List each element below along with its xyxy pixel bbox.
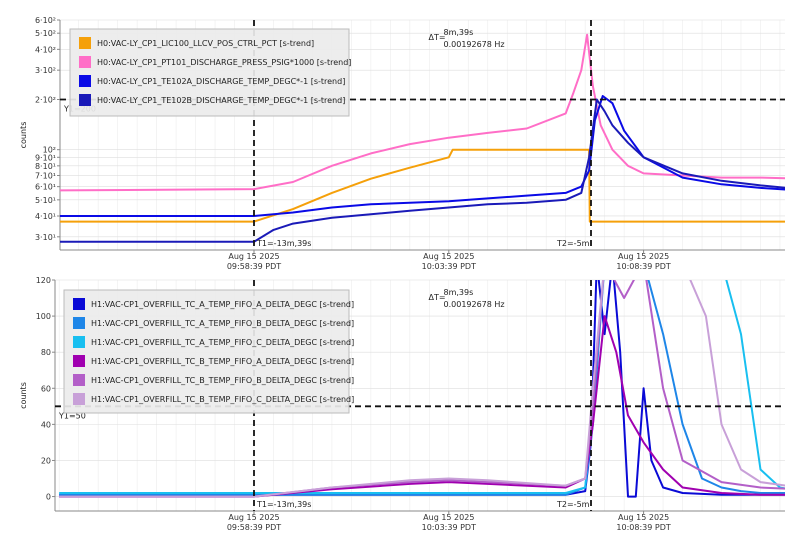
series-group bbox=[59, 262, 804, 498]
legend-swatch bbox=[73, 317, 85, 329]
y-tick-label: 6·10² bbox=[35, 16, 56, 25]
series-line-6[interactable] bbox=[59, 262, 804, 498]
legend-swatch bbox=[73, 298, 85, 310]
x-tick-label-time: 09:58:39 PDT bbox=[227, 523, 281, 532]
legend-box bbox=[63, 289, 350, 414]
x-tick-label-date: Aug 15 2025 bbox=[228, 252, 279, 261]
series-line-4[interactable] bbox=[59, 315, 804, 498]
y-tick-label: 4·10¹ bbox=[35, 212, 56, 221]
y-tick-label: 10² bbox=[43, 146, 56, 155]
x-tick-label-time: 09:58:39 PDT bbox=[227, 262, 281, 271]
legend-label: H0:VAC-LY_CP1_PT101_DISCHARGE_PRESS_PSIG… bbox=[97, 58, 351, 67]
series-group bbox=[59, 33, 804, 243]
y-tick-label: 3·10¹ bbox=[35, 233, 56, 242]
legend-item[interactable]: H0:VAC-LY_CP1_TE102B_DISCHARGE_TEMP_DEGC… bbox=[79, 94, 345, 106]
legend-box bbox=[69, 28, 350, 117]
x-tick-label-time: 10:08:39 PDT bbox=[616, 523, 670, 532]
y-tick-label: 100 bbox=[36, 312, 51, 321]
y-tick-label: 6·10¹ bbox=[35, 183, 56, 192]
delta-t-prefix: ΔT= bbox=[429, 293, 446, 302]
legend-label: H1:VAC-CP1_OVERFILL_TC_A_TEMP_FIFO_B_DEL… bbox=[91, 319, 354, 328]
legend-item[interactable]: H1:VAC-CP1_OVERFILL_TC_B_TEMP_FIFO_B_DEL… bbox=[73, 374, 354, 386]
delta-t-frequency: 0.00192678 Hz bbox=[444, 300, 505, 309]
delta-t-value: 8m,39s bbox=[444, 288, 474, 297]
legend-swatch bbox=[73, 393, 85, 405]
legend-swatch bbox=[79, 75, 91, 87]
x-tick-label-time: 10:08:39 PDT bbox=[616, 262, 670, 271]
legend-item[interactable]: H1:VAC-CP1_OVERFILL_TC_A_TEMP_FIFO_B_DEL… bbox=[73, 317, 354, 329]
y-tick-label: 3·10² bbox=[35, 66, 56, 75]
legend-item[interactable]: H1:VAC-CP1_OVERFILL_TC_A_TEMP_FIFO_C_DEL… bbox=[73, 336, 354, 348]
legend-item[interactable]: H1:VAC-CP1_OVERFILL_TC_B_TEMP_FIFO_C_DEL… bbox=[73, 393, 354, 405]
y-tick-label: 60 bbox=[41, 384, 51, 393]
legend-swatch bbox=[73, 374, 85, 386]
y-axis-label: counts bbox=[19, 382, 28, 409]
series-line-2[interactable] bbox=[59, 262, 804, 496]
x-tick-label-date: Aug 15 2025 bbox=[228, 513, 279, 522]
legend-item[interactable]: H1:VAC-CP1_OVERFILL_TC_B_TEMP_FIFO_A_DEL… bbox=[73, 355, 354, 367]
series-line-3[interactable] bbox=[59, 262, 804, 494]
t1-cursor-label: T1=-13m,39s bbox=[256, 500, 311, 509]
y-tick-label: 40 bbox=[41, 420, 51, 429]
t2-cursor-label: T2=-5m bbox=[556, 500, 590, 509]
delta-t-value: 8m,39s bbox=[444, 28, 474, 37]
y-tick-label: 20 bbox=[41, 456, 51, 465]
legend-item[interactable]: H0:VAC-LY_CP1_TE102A_DISCHARGE_TEMP_DEGC… bbox=[79, 75, 345, 87]
legend-swatch bbox=[73, 355, 85, 367]
legend[interactable]: H0:VAC-LY_CP1_LIC100_LLCV_POS_CTRL_PCT [… bbox=[69, 28, 351, 117]
legend-item[interactable]: H1:VAC-CP1_OVERFILL_TC_A_TEMP_FIFO_A_DEL… bbox=[73, 298, 354, 310]
y-tick-label: 9·10¹ bbox=[35, 153, 56, 162]
y-tick-label: 5·10¹ bbox=[35, 196, 56, 205]
y-tick-label: 120 bbox=[36, 276, 51, 285]
legend-label: H0:VAC-LY_CP1_TE102B_DISCHARGE_TEMP_DEGC… bbox=[97, 96, 345, 105]
legend-label: H1:VAC-CP1_OVERFILL_TC_B_TEMP_FIFO_B_DEL… bbox=[91, 376, 354, 385]
x-tick-label-date: Aug 15 2025 bbox=[618, 513, 669, 522]
legend-swatch bbox=[79, 94, 91, 106]
x-tick-label-date: Aug 15 2025 bbox=[618, 252, 669, 261]
t2-cursor-label: T2=-5m bbox=[556, 239, 590, 248]
y-tick-label: 80 bbox=[41, 348, 51, 357]
y-tick-label: 4·10² bbox=[35, 45, 56, 54]
x-tick-label-date: Aug 15 2025 bbox=[423, 513, 474, 522]
y-tick-label: 5·10² bbox=[35, 29, 56, 38]
y-axis-label: counts bbox=[19, 122, 28, 149]
legend-label: H0:VAC-LY_CP1_LIC100_LLCV_POS_CTRL_PCT [… bbox=[97, 39, 314, 48]
legend-swatch bbox=[79, 56, 91, 68]
x-tick-label-time: 10:03:39 PDT bbox=[422, 262, 476, 271]
y1-cursor-label: Y1=50 bbox=[58, 411, 86, 420]
legend-label: H1:VAC-CP1_OVERFILL_TC_A_TEMP_FIFO_C_DEL… bbox=[91, 338, 354, 347]
series-line-4[interactable] bbox=[59, 98, 804, 243]
y-tick-label: 7·10¹ bbox=[35, 171, 56, 180]
delta-t-frequency: 0.00192678 Hz bbox=[444, 40, 505, 49]
x-tick-label-time: 10:03:39 PDT bbox=[422, 523, 476, 532]
legend-label: H1:VAC-CP1_OVERFILL_TC_A_TEMP_FIFO_A_DEL… bbox=[91, 300, 354, 309]
legend-swatch bbox=[79, 37, 91, 49]
legend[interactable]: H1:VAC-CP1_OVERFILL_TC_A_TEMP_FIFO_A_DEL… bbox=[63, 289, 354, 414]
y-tick-label: 8·10¹ bbox=[35, 162, 56, 171]
delta-t-prefix: ΔT= bbox=[429, 33, 446, 42]
x-tick-label-date: Aug 15 2025 bbox=[423, 252, 474, 261]
legend-swatch bbox=[73, 336, 85, 348]
y-tick-label: 0 bbox=[46, 493, 51, 502]
legend-label: H0:VAC-LY_CP1_TE102A_DISCHARGE_TEMP_DEGC… bbox=[97, 77, 345, 86]
legend-item[interactable]: H0:VAC-LY_CP1_LIC100_LLCV_POS_CTRL_PCT [… bbox=[79, 37, 314, 49]
legend-label: H1:VAC-CP1_OVERFILL_TC_B_TEMP_FIFO_C_DEL… bbox=[91, 395, 354, 404]
legend-label: H1:VAC-CP1_OVERFILL_TC_B_TEMP_FIFO_A_DEL… bbox=[91, 357, 354, 366]
legend-item[interactable]: H0:VAC-LY_CP1_PT101_DISCHARGE_PRESS_PSIG… bbox=[79, 56, 351, 68]
y-tick-label: 2·10² bbox=[35, 96, 56, 105]
t1-cursor-label: T1=-13m,39s bbox=[256, 239, 311, 248]
